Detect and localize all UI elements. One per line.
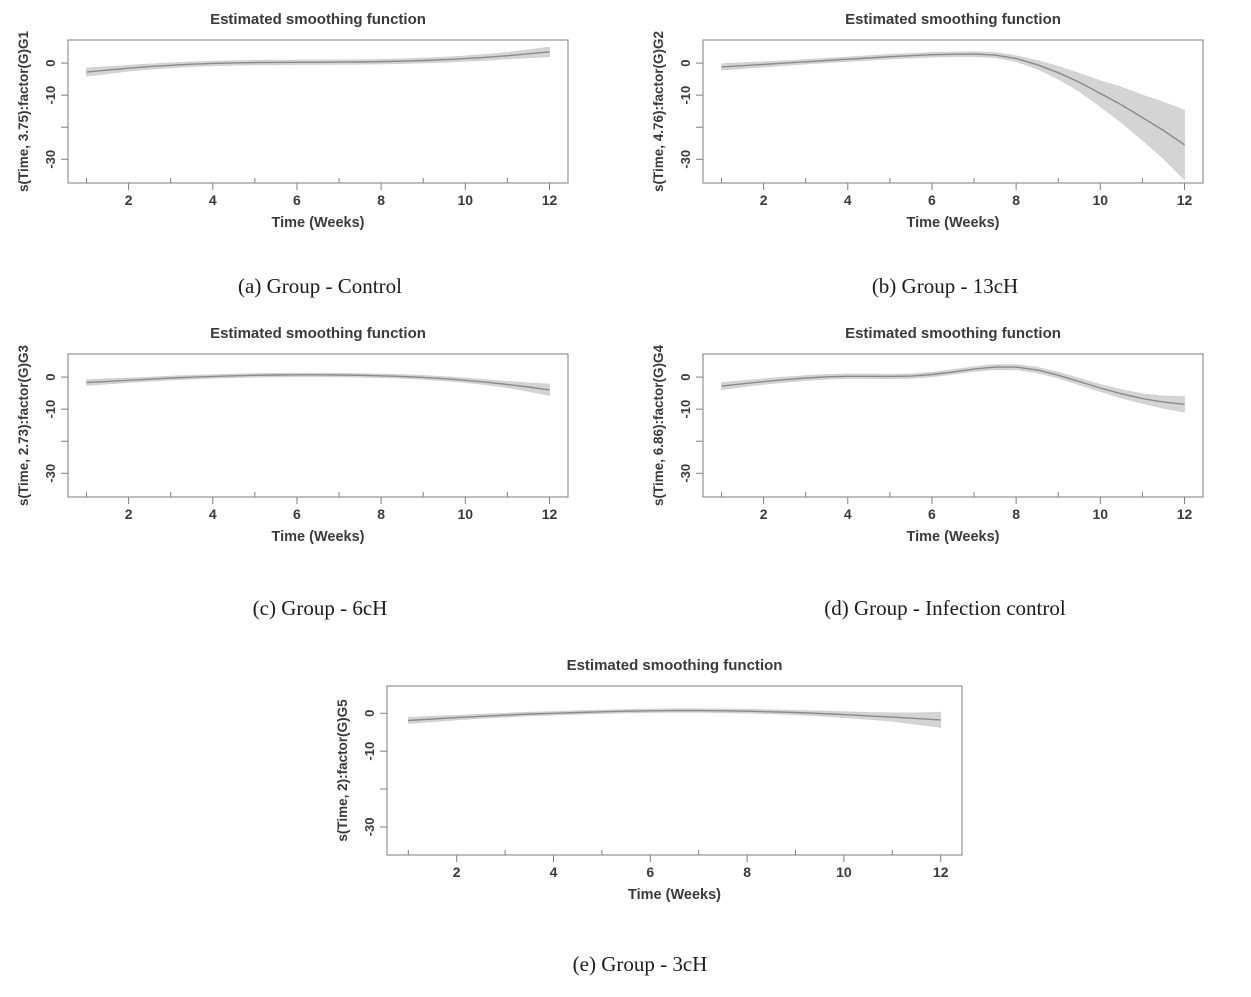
panel-a-chart: 2 4 6 8 10 12 0 -10 -30 Estimated smoothing funct… (10, 4, 610, 260)
gam-smooth-plot-3cH: 2 4 6 8 10 12 0 -10 -30 Estimated smoothing funct… (335, 657, 963, 903)
y-tick-label: 0 (362, 710, 377, 717)
y-axis-label: s(Time, 3.75):factor(G)G1 (16, 30, 31, 192)
x-tick-label: 12 (542, 506, 558, 522)
y-tick-label: 0 (678, 373, 693, 380)
panel-b-caption: (b) Group - 13cH (871, 274, 1019, 298)
y-axis-label: s(Time, 2):factor(G)G5 (335, 699, 350, 842)
x-tick-label: 4 (844, 192, 852, 208)
x-tick-label: 2 (453, 864, 461, 880)
smooth-curve (86, 374, 550, 391)
x-tick-label: 8 (1012, 192, 1020, 208)
y-tick-label: -30 (43, 150, 58, 169)
gam-smooth-plot-6cH: 2 4 6 8 10 12 0 -10 -30 Estimated smoothing funct… (16, 325, 569, 545)
x-tick-label: 10 (458, 192, 474, 208)
y-tick-label: -30 (43, 464, 58, 483)
panel-c-caption: (c) Group - 6cH (252, 596, 388, 620)
y-tick-label: 0 (43, 373, 58, 380)
y-tick-label: 0 (43, 59, 58, 66)
panel-e-chart: 2 4 6 8 10 12 0 -10 -30 Estimated smoothing funct… (330, 642, 990, 918)
x-tick-label: 10 (1093, 506, 1109, 522)
smooth-curve (408, 709, 941, 722)
plot-box (702, 353, 1204, 498)
y-tick-label: -10 (43, 400, 58, 419)
x-tick-label: 10 (1093, 192, 1109, 208)
x-tick-label: 6 (293, 506, 301, 522)
plot-box (386, 685, 963, 856)
y-tick-label: -30 (362, 818, 377, 837)
panel-b-chart: 2 4 6 8 10 12 0 -10 -30 Estimated smoothing funct… (645, 4, 1245, 260)
chart-title: Estimated smoothing function (567, 657, 783, 674)
x-tick-label: 2 (125, 506, 133, 522)
chart-title: Estimated smoothing function (845, 325, 1061, 342)
x-tick-label: 10 (458, 506, 474, 522)
x-tick-label: 4 (209, 192, 217, 208)
x-tick-label: 12 (933, 864, 949, 880)
gam-smooth-plot-control: 2 4 6 8 10 12 0 -10 -30 Estimated smoothing funct… (16, 11, 569, 231)
y-axis-label: s(Time, 6.86):factor(G)G4 (651, 344, 666, 506)
x-tick-label: 6 (293, 192, 301, 208)
x-tick-label: 6 (928, 506, 936, 522)
panel-e-caption: (e) Group - 3cH (572, 952, 708, 976)
y-tick-label: -30 (678, 150, 693, 169)
confidence-band (721, 51, 1185, 181)
x-axis-label: Time (Weeks) (272, 215, 365, 231)
x-tick-label: 8 (377, 506, 385, 522)
plot-box (702, 39, 1204, 184)
x-tick-label: 6 (928, 192, 936, 208)
y-axis-label: s(Time, 4.76):factor(G)G2 (651, 31, 666, 192)
x-tick-label: 2 (760, 506, 768, 522)
y-tick-label: -30 (678, 464, 693, 483)
x-tick-label: 4 (550, 864, 558, 880)
panel-d-caption: (d) Group - Infection control (824, 596, 1066, 620)
x-tick-label: 8 (377, 192, 385, 208)
y-tick-label: -10 (362, 742, 377, 761)
confidence-band (86, 372, 550, 397)
x-tick-label: 2 (760, 192, 768, 208)
x-axis-label: Time (Weeks) (907, 215, 1000, 231)
smooth-curve (86, 51, 550, 73)
x-tick-label: 12 (1177, 192, 1193, 208)
x-tick-label: 8 (743, 864, 751, 880)
x-tick-label: 4 (209, 506, 217, 522)
smooth-curve (721, 366, 1185, 405)
panel-a-caption: (a) Group - Control (238, 274, 402, 298)
y-tick-label: -10 (678, 86, 693, 105)
x-axis-label: Time (Weeks) (907, 529, 1000, 545)
panel-d-chart: 2 4 6 8 10 12 0 -10 -30 Estimated smoothing funct… (645, 318, 1245, 574)
x-tick-label: 12 (542, 192, 558, 208)
plot-box (67, 353, 569, 498)
x-tick-label: 4 (844, 506, 852, 522)
x-tick-label: 12 (1177, 506, 1193, 522)
gam-smooth-plot-infection-control: 2 4 6 8 10 12 0 -10 -30 Estimated smoothing funct… (651, 325, 1204, 545)
x-axis-label: Time (Weeks) (628, 887, 721, 903)
x-tick-label: 10 (836, 864, 852, 880)
plot-box (67, 39, 569, 184)
y-tick-label: -10 (43, 86, 58, 105)
x-tick-label: 2 (125, 192, 133, 208)
y-axis-label: s(Time, 2.73):factor(G)G3 (16, 344, 31, 506)
gam-smooth-plot-13cH: 2 4 6 8 10 12 0 -10 -30 Estimated smoothing funct… (651, 11, 1204, 231)
confidence-band (407, 708, 942, 728)
chart-title: Estimated smoothing function (210, 11, 426, 28)
y-tick-label: -10 (678, 400, 693, 419)
chart-title: Estimated smoothing function (210, 325, 426, 342)
x-tick-label: 6 (646, 864, 654, 880)
y-tick-label: 0 (678, 59, 693, 66)
panel-c-chart: 2 4 6 8 10 12 0 -10 -30 Estimated smoothing funct… (10, 318, 610, 574)
x-axis-label: Time (Weeks) (272, 529, 365, 545)
x-tick-label: 8 (1012, 506, 1020, 522)
smooth-curve (721, 53, 1185, 146)
chart-title: Estimated smoothing function (845, 11, 1061, 28)
